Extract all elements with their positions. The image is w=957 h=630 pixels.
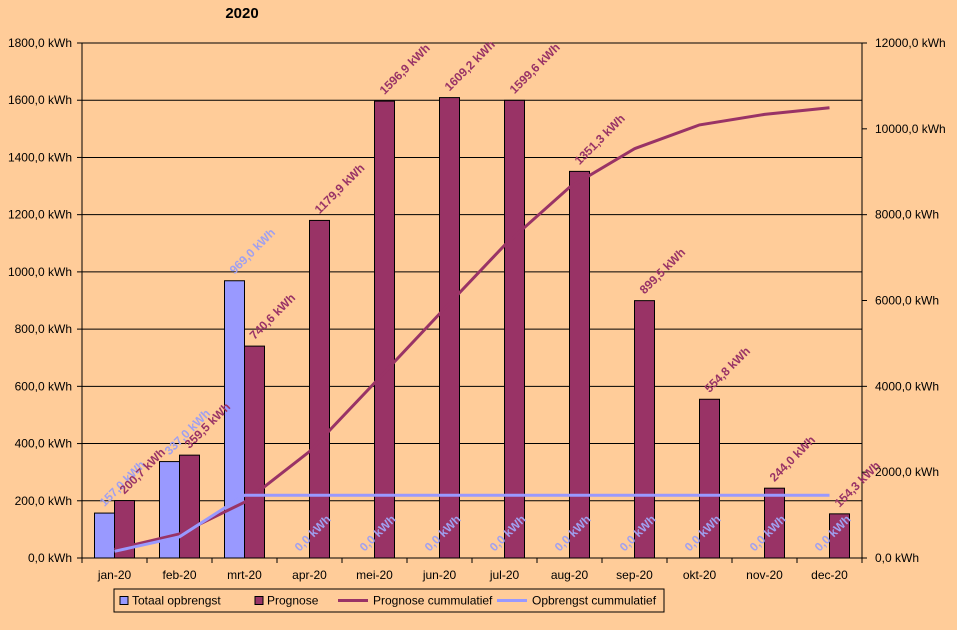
bar-prognose (569, 170, 590, 559)
bar-prognose (374, 100, 395, 559)
data-label-prognose: 1599,6 kWh (507, 40, 563, 96)
x-tick-label: dec-20 (811, 568, 848, 582)
grid-lines (82, 42, 862, 502)
bar-prognose (309, 219, 330, 559)
y-tick-label-left: 1200,0 kWh (8, 208, 72, 222)
data-label-totaal-opbrengst: 969,0 kWh (227, 225, 278, 276)
series-lines (114, 106, 830, 553)
y-tick-label-left: 200,0 kWh (15, 494, 72, 508)
y-tick-label-right: 6000,0 kWh (875, 294, 939, 308)
chart-title: 2020 (225, 5, 258, 22)
y-tick-label-right: 4000,0 kWh (875, 379, 939, 393)
bar-prognose (179, 454, 200, 559)
data-label-prognose: 1596,9 kWh (377, 41, 433, 97)
bar-totaal-opbrengst (159, 461, 180, 559)
y-tick-label-left: 1800,0 kWh (8, 36, 72, 50)
bar-prognose (244, 345, 265, 559)
y-tick-label-left: 1400,0 kWh (8, 150, 72, 164)
y-tick-label-left: 400,0 kWh (15, 437, 72, 451)
data-label-prognose: 244,0 kWh (767, 433, 818, 484)
bars (94, 97, 850, 559)
x-tick-label: sep-20 (616, 568, 653, 582)
x-tick-label: okt-20 (683, 568, 717, 582)
axes: 0,0 kWh 200,0 kWh 400,0 kWh 600,0 kWh 800,0 … (8, 36, 946, 582)
bar-totaal-opbrengst (94, 512, 115, 559)
bar-prognose (439, 97, 460, 559)
series-line-opbrengst-cummulatief (114, 493, 830, 553)
legend-label: Totaal opbrengst (132, 594, 221, 608)
data-label-prognose: 154,3 kWh (832, 459, 883, 510)
data-label-prognose: 1179,9 kWh (312, 161, 368, 217)
legend-label: Opbrengst cummulatief (532, 594, 657, 608)
legend-label: Prognose cummulatief (373, 594, 493, 608)
x-tick-label: jul-20 (489, 568, 520, 582)
legend: Totaal opbrengst Prognose Prognose cummula… (113, 588, 665, 613)
data-label-prognose: 1609,2 kWh (442, 38, 498, 94)
bar-totaal-opbrengst (224, 280, 245, 559)
x-tick-label: jan-20 (97, 568, 132, 582)
y-tick-label-left: 1000,0 kWh (8, 265, 72, 279)
x-tick-label: apr-20 (292, 568, 327, 582)
y-tick-label-left: 600,0 kWh (15, 379, 72, 393)
legend-swatch (254, 596, 264, 605)
x-tick-label: feb-20 (162, 568, 196, 582)
x-tick-label: mei-20 (356, 568, 393, 582)
legend-label: Prognose (267, 594, 319, 608)
x-tick-label: nov-20 (746, 568, 783, 582)
series-line-prognose-cummulatief (114, 106, 830, 551)
y-tick-label-right: 0,0 kWh (875, 551, 919, 565)
x-tick-label: jun-20 (422, 568, 457, 582)
y-tick-label-right: 2000,0 kWh (875, 465, 939, 479)
y-tick-label-right: 8000,0 kWh (875, 208, 939, 222)
y-tick-label-left: 0,0 kWh (28, 551, 72, 565)
y-tick-label-left: 800,0 kWh (15, 322, 72, 336)
legend-box (113, 588, 665, 613)
y-tick-label-left: 1600,0 kWh (8, 93, 72, 107)
x-tick-label: aug-20 (551, 568, 589, 582)
y-tick-label-right: 12000,0 kWh (875, 36, 946, 50)
x-tick-label: mrt-20 (227, 568, 262, 582)
bar-prognose (504, 99, 525, 559)
data-label-prognose: 740,6 kWh (247, 291, 298, 342)
y-tick-label-right: 10000,0 kWh (875, 122, 946, 136)
legend-swatch (119, 596, 129, 605)
data-label-prognose: 554,8 kWh (702, 344, 753, 395)
data-label-prognose: 899,5 kWh (637, 245, 688, 296)
